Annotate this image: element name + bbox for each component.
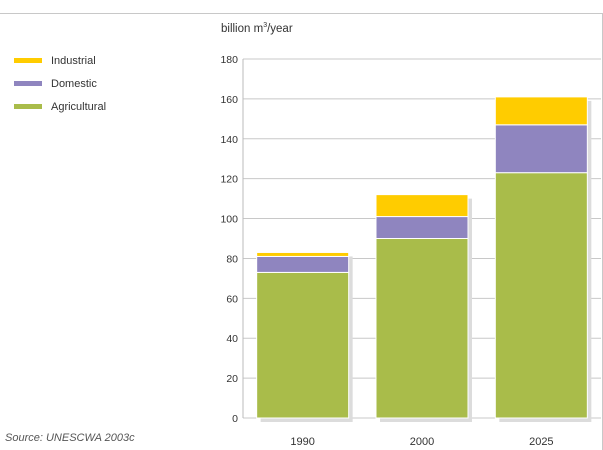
y-tick-label-0: 0 (232, 413, 238, 425)
legend-label-industrial: Industrial (51, 54, 96, 67)
bar-agricultural-1990 (256, 271, 350, 419)
x-category-label-1990: 1990 (290, 436, 314, 448)
bar-agricultural-2000 (375, 238, 469, 419)
bars-layer (256, 96, 592, 423)
bar-industrial-1990 (256, 251, 350, 257)
y-tick-label-100: 100 (220, 214, 238, 226)
legend-swatch-agricultural (14, 104, 42, 109)
y-tick-label-180: 180 (220, 54, 238, 66)
y-tick-label-60: 60 (226, 293, 238, 305)
legend: Industrial Domestic Agricultural (14, 49, 106, 118)
legend-label-agricultural: Agricultural (51, 100, 107, 113)
bar-industrial-2000 (375, 194, 469, 218)
x-category-label-2025: 2025 (529, 436, 553, 448)
legend-swatch-industrial (14, 58, 42, 63)
bar-domestic-1990 (256, 255, 350, 273)
frame-top-border (0, 13, 603, 14)
legend-swatch-domestic (14, 81, 42, 86)
y-tick-label-120: 120 (220, 174, 238, 186)
legend-label-domestic: Domestic (51, 77, 97, 90)
y-tick-label-140: 140 (220, 134, 238, 146)
y-tick-label-160: 160 (220, 94, 238, 106)
bar-industrial-2025 (494, 96, 588, 126)
legend-item-domestic: Domestic (14, 72, 106, 95)
bar-domestic-2025 (494, 124, 588, 174)
legend-item-agricultural: Agricultural (14, 95, 106, 118)
y-tick-label-20: 20 (226, 373, 238, 385)
bar-agricultural-2025 (494, 172, 588, 419)
source-note: Source: UNESCWA 2003c (5, 432, 135, 444)
labels-layer: 0 20 40 60 80 100 120 140 160 180 1990 2000 2025 (220, 54, 553, 448)
y-tick-label-40: 40 (226, 333, 238, 345)
y-axis-unit-label: billion m3/year (221, 22, 293, 35)
y-tick-label-80: 80 (226, 253, 238, 265)
legend-item-industrial: Industrial (14, 49, 106, 72)
bar-domestic-2000 (375, 216, 469, 239)
x-category-label-2000: 2000 (410, 436, 434, 448)
